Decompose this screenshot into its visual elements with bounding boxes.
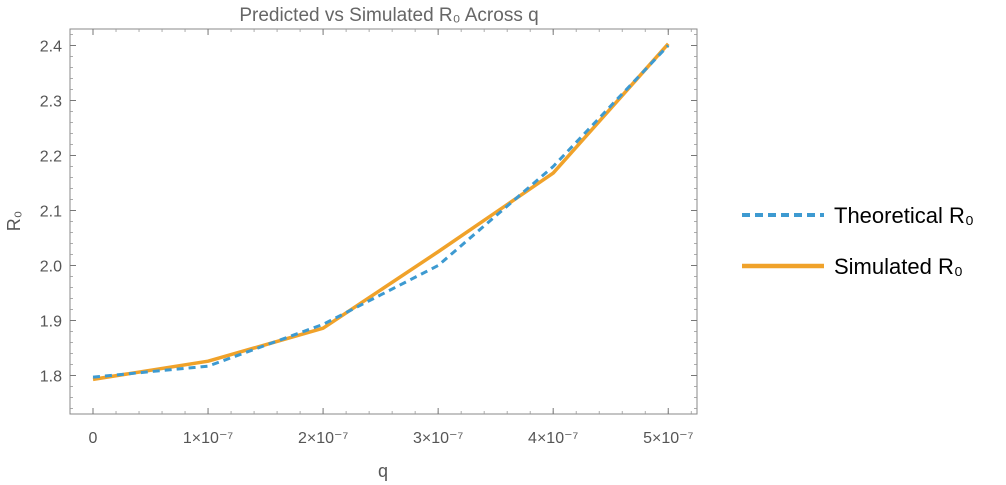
legend: Theoretical R₀ Simulated R₀ xyxy=(742,203,974,279)
y-tick-label: 1.8 xyxy=(40,369,62,386)
series-layer xyxy=(92,42,670,382)
legend-label: Theoretical R₀ xyxy=(834,203,974,228)
x-tick-label: 2×10⁻⁷ xyxy=(298,430,348,447)
plot-frame xyxy=(69,28,698,415)
x-tick-label: 1×10⁻⁷ xyxy=(183,430,233,447)
legend-label: Simulated R₀ xyxy=(834,254,963,279)
y-tick-label: 2.1 xyxy=(40,204,62,221)
x-tick-label: 3×10⁻⁷ xyxy=(413,430,463,447)
minor-ticks xyxy=(70,29,697,414)
chart-title: Predicted vs Simulated R₀ Across q xyxy=(239,5,538,26)
y-tick-label: 2.4 xyxy=(40,39,62,56)
x-tick-label: 0 xyxy=(89,430,98,447)
y-tick-label: 2.3 xyxy=(40,94,62,111)
y-tick-label: 1.9 xyxy=(40,314,62,331)
y-axis-ticks: 1.8 1.9 2.0 2.1 2.2 2.3 2.4 xyxy=(40,39,697,386)
y-axis-title: R₀ xyxy=(4,211,24,231)
x-tick-label: 5×10⁻⁷ xyxy=(643,430,693,447)
plot-area: 0 1×10⁻⁷ 2×10⁻⁷ 3×10⁻⁷ 4×10⁻⁷ 5×10⁻⁷ 1.8 1.9 2.… xyxy=(40,28,698,447)
y-tick-label: 2.2 xyxy=(40,149,62,166)
series-line-simulated xyxy=(92,42,670,382)
series-line-theoretical xyxy=(92,44,670,379)
x-axis-title: q xyxy=(378,461,388,481)
x-tick-label: 4×10⁻⁷ xyxy=(528,430,578,447)
x-axis-ticks: 0 1×10⁻⁷ 2×10⁻⁷ 3×10⁻⁷ 4×10⁻⁷ 5×10⁻⁷ xyxy=(89,29,694,447)
y-tick-label: 2.0 xyxy=(40,259,62,276)
